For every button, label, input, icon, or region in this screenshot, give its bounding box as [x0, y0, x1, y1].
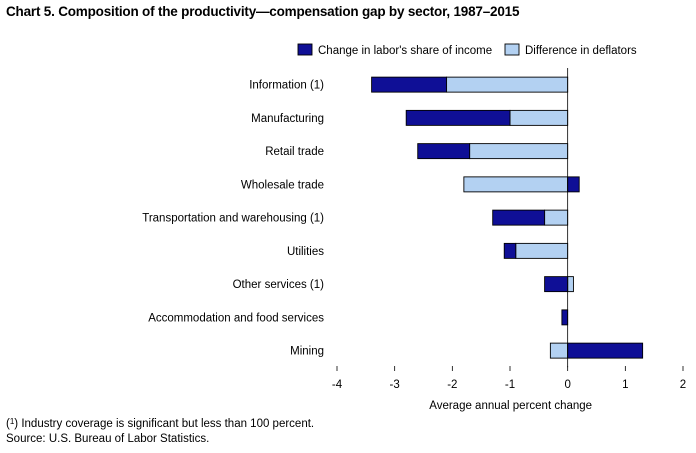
legend-swatch-change-in-labor-s-share-of-income [297, 43, 313, 56]
tick-label-neg2: -2 [447, 379, 457, 391]
category-label-retail-trade: Retail trade [265, 146, 324, 158]
bar-change-in-labor-s-share-of-income-accommodation-and-food-services [561, 309, 569, 326]
footnote-text: Industry coverage is significant but les… [18, 418, 315, 430]
bar-change-in-labor-s-share-of-income-wholesale-trade [567, 176, 580, 193]
category-label-manufacturing: Manufacturing [251, 113, 324, 125]
category-label-accommodation-and-food-services: Accommodation and food services [148, 312, 324, 324]
bar-change-in-labor-s-share-of-income-transportation-and-warehousing-1 [492, 209, 546, 226]
bar-change-in-labor-s-share-of-income-other-services-1 [544, 276, 569, 293]
category-labels: Information (1) Manufacturing Retail trade… [142, 80, 324, 358]
tick-label-neg4: -4 [332, 379, 343, 391]
category-label-wholesale-trade: Wholesale trade [241, 179, 324, 191]
tick-label-neg1: -1 [505, 379, 515, 391]
legend-swatch-difference-in-deflators [504, 43, 520, 56]
category-label-transportation-and-warehousing-1: Transportation and warehousing (1) [142, 213, 324, 225]
category-label-utilities: Utilities [287, 246, 324, 258]
bar-difference-in-deflators-utilities [515, 242, 569, 259]
bar-difference-in-deflators-other-services-1 [567, 276, 574, 293]
legend: Change in labor's share of income Differe… [297, 43, 637, 57]
source-note: Source: U.S. Bureau of Labor Statistics. [6, 433, 210, 445]
bar-change-in-labor-s-share-of-income-manufacturing [405, 109, 511, 126]
tick-label-neg3: -3 [390, 379, 400, 391]
footnote: (1) Industry coverage is significant but… [6, 417, 315, 430]
x-axis: -4 -3 -2 -1 0 1 2 Average annual percent change [332, 68, 686, 412]
bar-chart: Change in labor's share of income Differe… [142, 43, 686, 412]
bar-difference-in-deflators-mining [549, 342, 569, 359]
bar-change-in-labor-s-share-of-income-utilities [503, 242, 517, 259]
bar-difference-in-deflators-wholesale-trade [463, 176, 569, 193]
bar-change-in-labor-s-share-of-income-mining [567, 342, 644, 359]
footnote-mark: 1 [9, 417, 15, 426]
bars [371, 76, 644, 359]
bar-difference-in-deflators-manufacturing [509, 109, 569, 126]
legend-label-difference-in-deflators: Difference in deflators [525, 45, 637, 57]
chart-title: Chart 5. Composition of the productivity… [6, 4, 520, 19]
bar-change-in-labor-s-share-of-income-information-1 [371, 76, 448, 93]
category-label-other-services-1: Other services (1) [233, 279, 325, 291]
category-label-mining: Mining [290, 346, 324, 358]
tick-label-0: 0 [564, 379, 570, 391]
legend-label-change-in-labor-s-share-of-income: Change in labor's share of income [318, 45, 492, 57]
category-label-information-1: Information (1) [249, 80, 324, 92]
bar-difference-in-deflators-retail-trade [469, 143, 569, 160]
bar-change-in-labor-s-share-of-income-retail-trade [417, 143, 471, 160]
x-axis-title: Average annual percent change [429, 400, 592, 412]
bar-difference-in-deflators-transportation-and-warehousing-1 [544, 209, 569, 226]
tick-label-1: 1 [622, 379, 628, 391]
bar-difference-in-deflators-information-1 [446, 76, 569, 93]
tick-label-2: 2 [680, 379, 686, 391]
